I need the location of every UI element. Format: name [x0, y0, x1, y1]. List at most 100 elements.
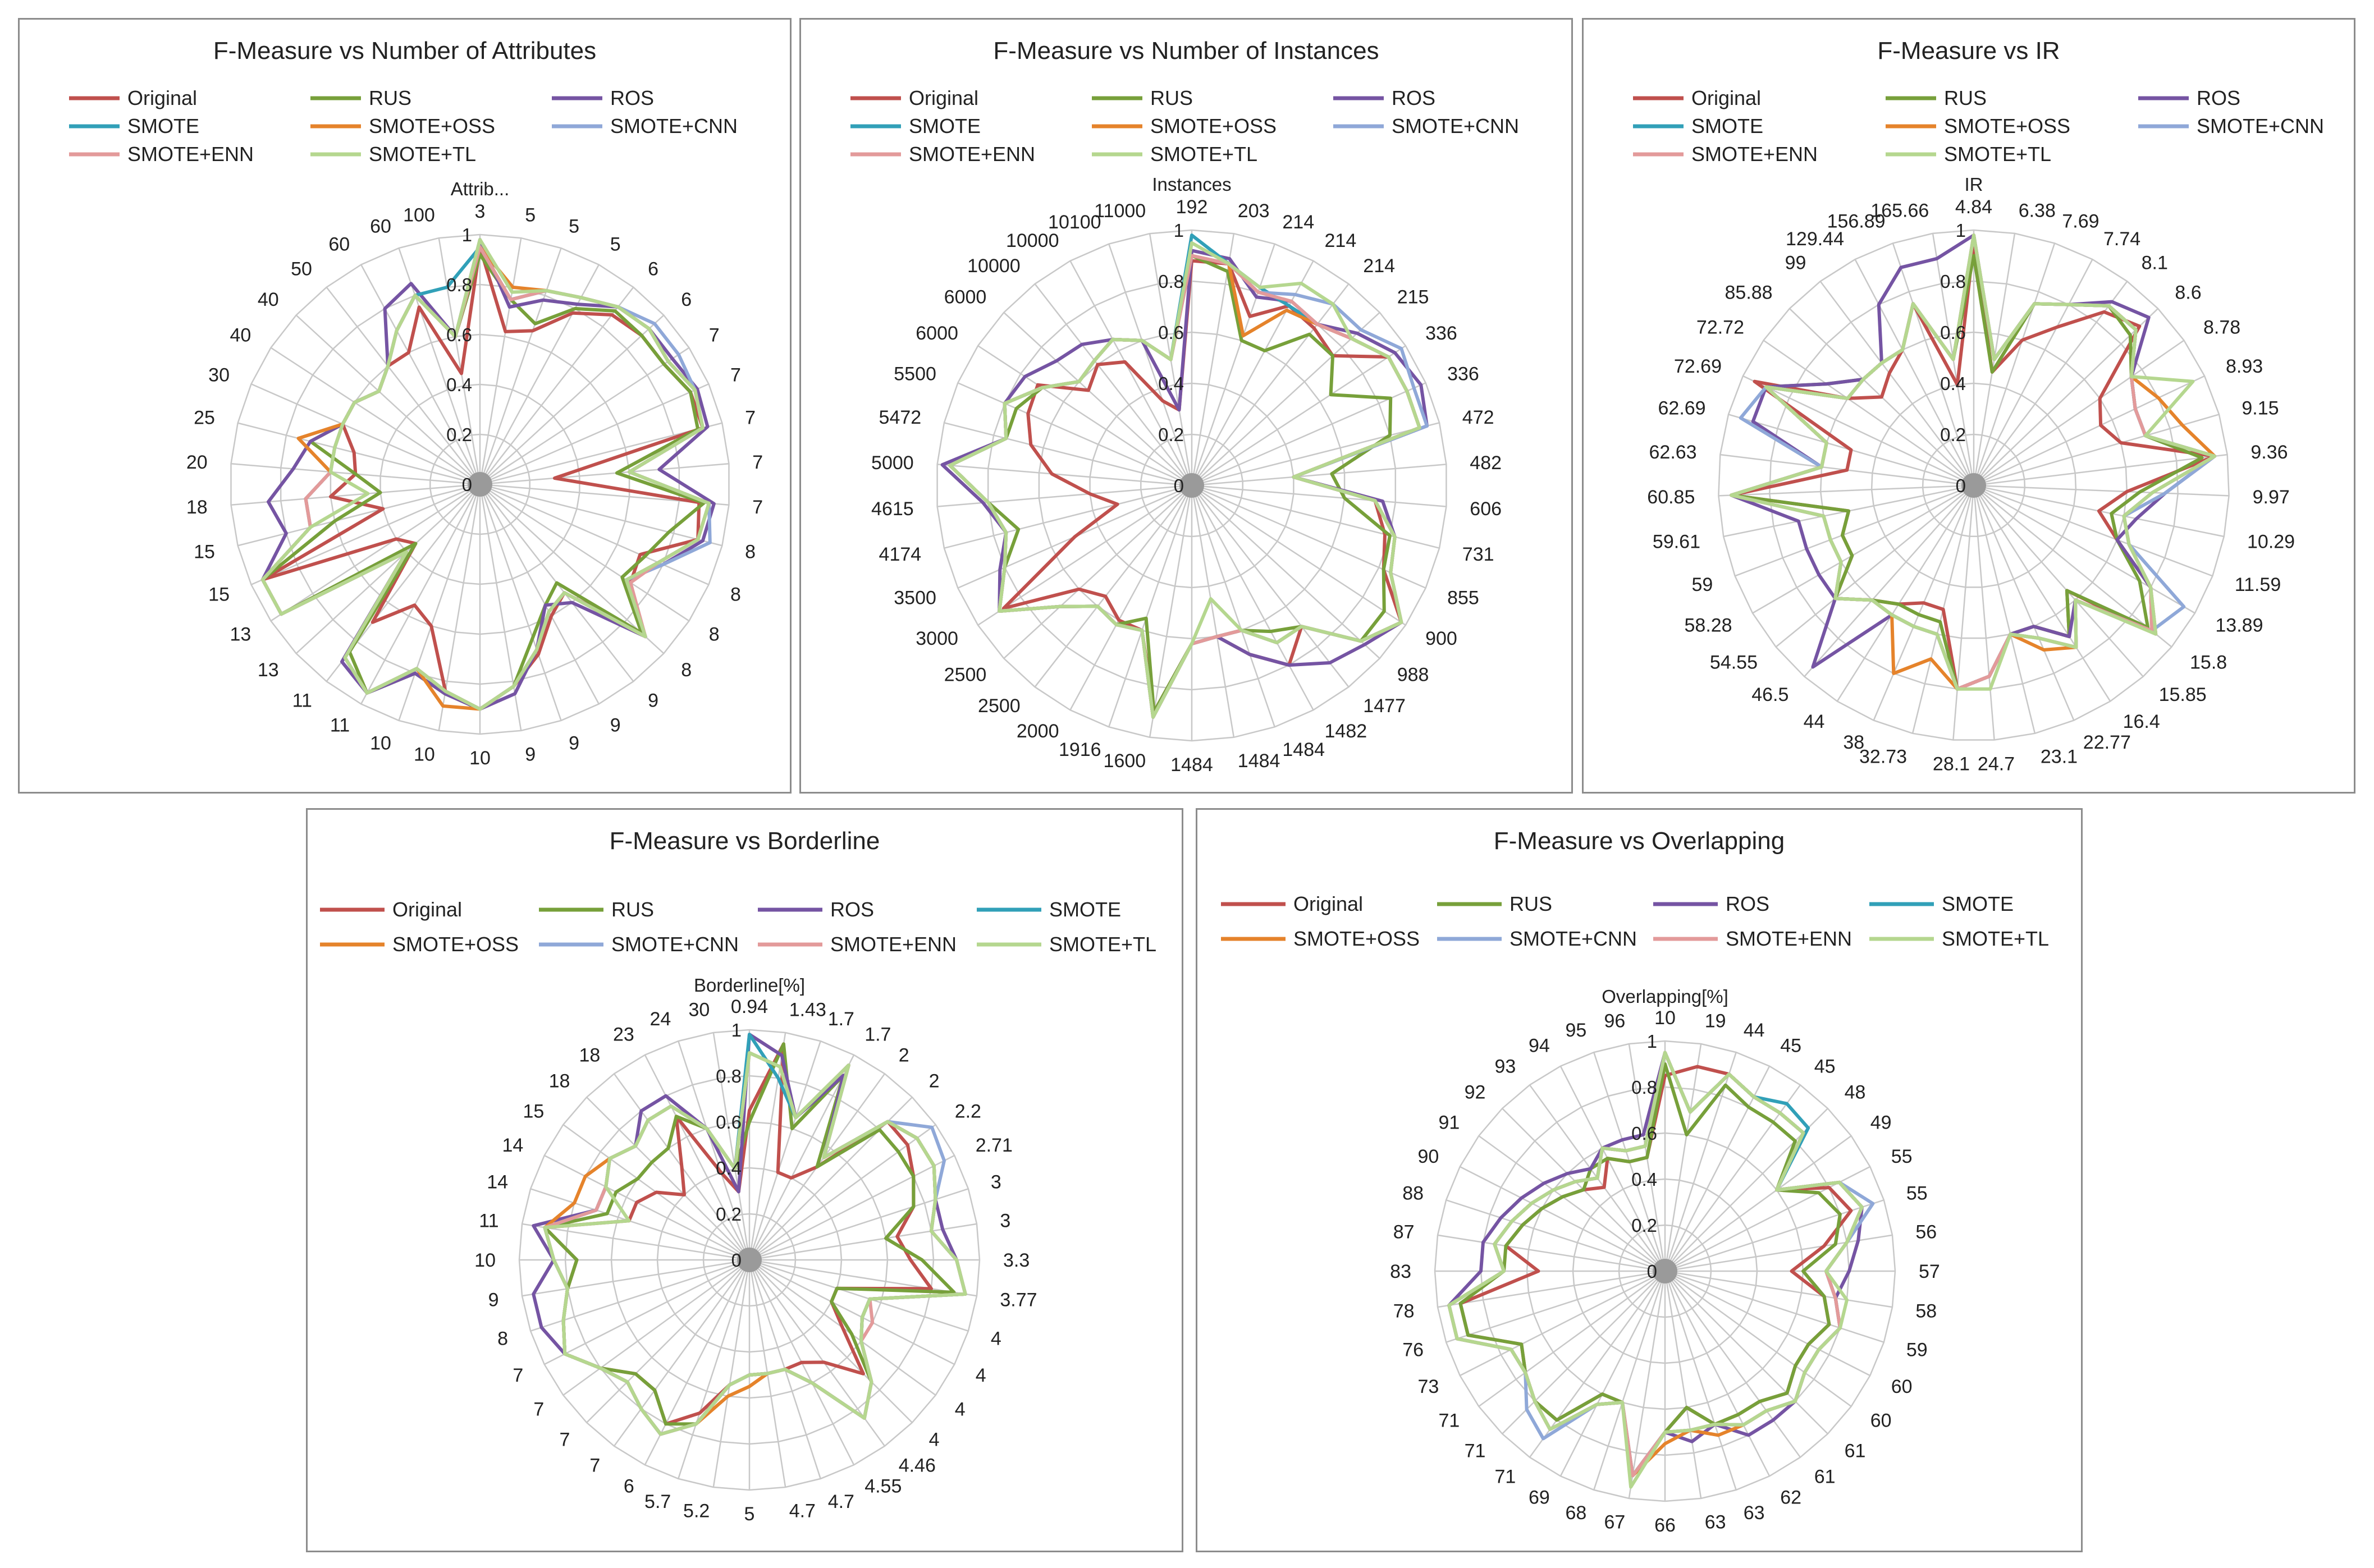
legend-label: SMOTE+ENN [909, 143, 1035, 166]
category-label: 11.59 [2235, 574, 2281, 595]
category-label: 988 [1397, 664, 1429, 686]
grid-spoke [1664, 1271, 1828, 1434]
radial-tick-labels: 0 0.2 0.4 0.6 0.8 1 [1940, 220, 1966, 496]
category-label: 7 [559, 1429, 570, 1451]
category-label: 59.61 [1653, 531, 1700, 552]
grid-spoke [250, 483, 481, 585]
grid-spoke [1069, 260, 1193, 486]
grid-spoke [1664, 1066, 1771, 1272]
category-label: 7 [745, 407, 756, 428]
category-label: 7.74 [2103, 228, 2140, 250]
series-smote-tl [1730, 233, 2217, 691]
category-label: 4.55 [864, 1476, 902, 1497]
category-label: 11 [330, 714, 350, 736]
grid-spoke [644, 1054, 751, 1260]
grid-spoke [1973, 484, 2229, 497]
category-label: 2500 [944, 664, 987, 686]
category-label: 72.72 [1696, 317, 1744, 338]
radial-tick-label: 0.6 [1631, 1123, 1657, 1144]
grid-spoke [937, 484, 1192, 507]
grid-spoke [1559, 1066, 1666, 1272]
series-group [1447, 1051, 1875, 1489]
grid-spoke [1664, 1270, 1884, 1343]
category-label: 5.7 [644, 1491, 671, 1512]
grid-spoke [957, 382, 1192, 487]
radar-center [1179, 473, 1204, 498]
category-label: 10 [414, 744, 435, 765]
radar-axis-title: Borderline[%] [694, 975, 805, 996]
category-label: 11000 [1094, 200, 1146, 222]
category-label: 100 [403, 205, 435, 226]
category-label: 10 [474, 1250, 496, 1271]
legend-label: ROS [2197, 86, 2240, 109]
category-label: 92 [1465, 1081, 1486, 1103]
category-label: 5500 [894, 363, 936, 384]
category-label: 8 [730, 584, 741, 606]
category-label: 14 [502, 1135, 523, 1156]
category-label: 7 [709, 325, 720, 346]
category-label: 1.7 [828, 1008, 854, 1030]
category-label: 1.43 [789, 1000, 826, 1021]
grid-spoke [479, 237, 522, 485]
category-label: 8 [745, 542, 756, 563]
legend-item-original: Original [850, 86, 978, 109]
category-label: 4 [929, 1429, 940, 1451]
category-label: 10100 [1048, 212, 1101, 233]
category-label: 66 [1654, 1515, 1676, 1536]
category-label: 4.46 [899, 1455, 936, 1477]
grid-spoke [1108, 485, 1193, 727]
category-label: 55 [1891, 1146, 1913, 1167]
grid-spoke [1191, 484, 1406, 626]
category-label: 62.63 [1649, 442, 1697, 463]
category-label: 88 [1402, 1182, 1424, 1204]
radial-tick-label: 0.6 [716, 1112, 742, 1133]
grid-spoke [1191, 260, 1314, 486]
legend: Original RUS ROS SMOTE SMOTE+OSS SMOTE+CNN SMO… [69, 86, 738, 166]
category-label: 1484 [1282, 739, 1325, 760]
radial-tick-label: 0.6 [1158, 322, 1184, 343]
grid-spoke [1973, 340, 2185, 487]
grid-spoke [644, 1259, 751, 1465]
category-label: 9 [569, 733, 579, 754]
grid-spoke [749, 1188, 969, 1261]
legend-label: SMOTE [1942, 892, 2014, 915]
grid-spoke [1191, 485, 1350, 687]
category-label: 9 [488, 1290, 499, 1311]
category-label: 62 [1780, 1487, 1801, 1509]
grid-spoke [250, 383, 481, 485]
category-label: 855 [1447, 588, 1479, 609]
legend-item-original: Original [320, 898, 462, 921]
grid-spoke [712, 1259, 751, 1488]
legend-label: SMOTE+TL [369, 143, 476, 166]
grid-spoke [712, 1032, 751, 1260]
radial-tick-label: 0.4 [1940, 373, 1966, 394]
category-label: 606 [1470, 498, 1502, 520]
radial-tick-labels: 0 0.2 0.4 0.6 0.8 1 [446, 224, 472, 495]
grid-spoke [749, 1259, 913, 1423]
radar-grid [518, 1029, 981, 1491]
legend-item-rus: RUS [1886, 86, 1987, 109]
grid-spoke [1973, 485, 1995, 740]
category-label: 3 [1000, 1210, 1010, 1231]
grid-spoke [1735, 484, 1974, 577]
category-label: 91 [1438, 1112, 1460, 1133]
radar-center [1961, 473, 1986, 498]
legend-item-smote: SMOTE [977, 898, 1121, 921]
legend-label: SMOTE+OSS [1293, 927, 1420, 950]
category-label: 9.15 [2242, 398, 2279, 419]
grid-spoke [326, 287, 481, 485]
category-label: 10 [469, 748, 491, 769]
legend-label: SMOTE+ENN [1726, 927, 1852, 950]
legend-item-rus: RUS [1092, 86, 1193, 109]
legend-item-smote-oss: SMOTE+OSS [1221, 927, 1420, 950]
category-label: 78 [1393, 1301, 1415, 1322]
category-label: 95 [1565, 1020, 1586, 1041]
radial-tick-label: 0.2 [1631, 1215, 1657, 1236]
legend-item-smote-enn: SMOTE+ENN [850, 143, 1035, 166]
legend-label: SMOTE+OSS [369, 114, 495, 137]
category-label: 4.7 [789, 1500, 816, 1521]
category-label: 90 [1417, 1146, 1439, 1167]
legend: Original RUS ROS SMOTE SMOTE+OSS SMOTE+CNN SMO… [1221, 892, 2049, 950]
category-label: 71 [1494, 1466, 1516, 1488]
grid-spoke [1191, 382, 1426, 487]
